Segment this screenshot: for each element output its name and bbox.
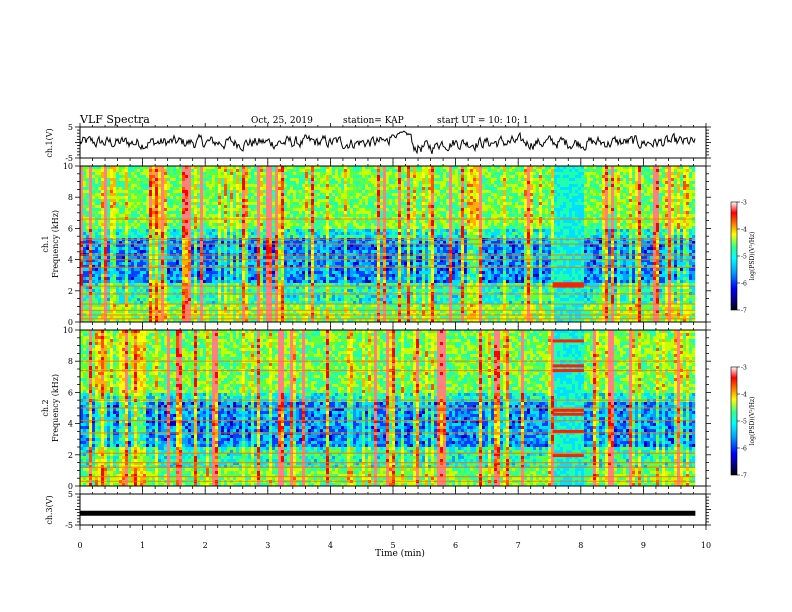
time-axis: 0 1 2 3 4 5 6 7 8 9 10 (77, 123, 711, 550)
x-tick-label: 1 (140, 541, 145, 550)
ch2-spec-band-line (552, 412, 584, 416)
x-tick-label: 6 (453, 541, 458, 550)
ch2-spec-ytick-label: 2 (68, 451, 73, 460)
ch3-waveform-panel: 5 -5 (65, 490, 711, 530)
ch1-ytick-label: -5 (65, 154, 73, 163)
figure-title: VLF Spectra (79, 113, 150, 126)
colorbar-tick-label: -6 (741, 281, 747, 288)
x-tick-label: 3 (265, 541, 270, 550)
x-tick-label: 2 (203, 541, 208, 550)
ch2-spec-band-line (552, 454, 584, 458)
ch1-trace (79, 130, 696, 155)
ch3-ytick-label: -5 (65, 521, 73, 530)
ch2-spec-ylabel-freq: Frequency (kHz) (51, 374, 60, 442)
ch3-ytick-label: 5 (68, 490, 73, 499)
x-tick-label: 10 (701, 541, 711, 550)
ch1-spec-ylabel-ch: ch.1 (41, 235, 50, 252)
colorbar-tick-label: -5 (741, 254, 747, 261)
x-axis-label: Time (min) (375, 548, 425, 559)
ch2-spec-band-line (552, 369, 584, 373)
x-tick-label: 5 (390, 541, 395, 550)
header-station: station= KAP (343, 116, 404, 126)
colorbar-tick-label: -5 (741, 419, 747, 426)
ch2-spec-ytick-label: 6 (68, 388, 73, 397)
ch1-spec-ytick-label: 8 (68, 193, 73, 202)
colorbar-tick-label: -4 (741, 392, 747, 399)
ch2-spec-band-line (552, 364, 584, 368)
colorbar-gradient (730, 201, 738, 311)
header-date: Oct. 25, 2019 (251, 116, 313, 126)
ch1-spec-band-line (552, 282, 584, 286)
x-tick-label: 7 (516, 541, 521, 550)
ch1-spec-ylabel-freq: Frequency (kHz) (51, 210, 60, 278)
x-tick-label: 4 (328, 541, 333, 550)
ch2-spec-ytick-label: 0 (68, 482, 73, 491)
ch1-colorbar: -3 -4 -5 -6 -7 log(PSD)(V²/Hz) (730, 200, 756, 315)
ch2-spectrogram-panel: 0 2 4 6 8 10 (63, 326, 711, 491)
ch1-spectrogram-panel: 0 2 4 6 8 10 (63, 162, 711, 327)
colorbar-label: log(PSD)(V²/Hz) (749, 232, 756, 281)
ch3-waveform-ylabel: ch.3(V) (45, 495, 54, 524)
x-tick-label: 8 (578, 541, 583, 550)
ch2-spec-ytick-label: 10 (63, 326, 73, 335)
x-tick-label: 0 (77, 541, 82, 550)
ch1-spec-ytick-label: 10 (63, 162, 73, 171)
ch2-spec-band-line (552, 339, 584, 343)
colorbar-tick-label: -7 (741, 473, 747, 480)
ch2-spec-ytick-label: 8 (68, 357, 73, 366)
ch1-spec-ytick-label: 0 (68, 318, 73, 327)
ch1-spec-ytick-label: 4 (68, 256, 73, 265)
ch1-waveform-ylabel: ch.1(V) (45, 128, 54, 157)
ch2-spec-ylabel-ch: ch.2 (41, 399, 50, 416)
ch1-spec-ytick-label: 6 (68, 224, 73, 233)
ch1-spec-ytick-label: 2 (68, 287, 73, 296)
ch1-waveform-panel: 5 -5 (65, 123, 711, 163)
colorbar-tick-label: -3 (741, 200, 747, 207)
ch1-ytick-label: 5 (68, 123, 73, 132)
colorbar-gradient (730, 366, 738, 476)
colorbar-tick-label: -6 (741, 446, 747, 453)
ch2-spec-band-line (552, 408, 584, 412)
x-tick-label: 9 (641, 541, 646, 550)
ch2-spec-ytick-label: 4 (68, 420, 73, 429)
ch1-spec-band-line (552, 284, 584, 288)
ch2-colorbar: -3 -4 -5 -6 -7 log(PSD)(V²/Hz) (730, 365, 756, 480)
ch2-spec-band-line (552, 429, 584, 433)
header-start-time: start UT = 10: 10: 1 (437, 116, 529, 126)
colorbar-tick-label: -7 (741, 308, 747, 315)
colorbar-label: log(PSD)(V²/Hz) (749, 397, 756, 446)
colorbar-tick-label: -3 (741, 365, 747, 372)
colorbar-tick-label: -4 (741, 227, 747, 234)
